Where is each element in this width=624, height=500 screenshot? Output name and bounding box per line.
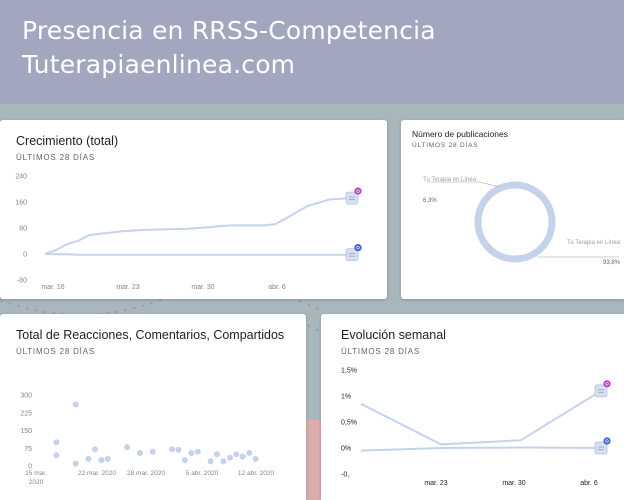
page-header: Presencia en RRSS-Competencia Tuterapiae… bbox=[0, 0, 624, 104]
slice-label-a: Tu Terapia en Línea bbox=[423, 177, 477, 183]
reactions-point bbox=[252, 455, 259, 462]
reactions-point bbox=[85, 455, 92, 462]
reactions-point bbox=[239, 453, 246, 460]
reactions-xtick-year: 2020 bbox=[29, 479, 44, 486]
reactions-point bbox=[72, 401, 79, 408]
reactions-point bbox=[98, 457, 105, 464]
weekly-instagram-icon bbox=[594, 380, 611, 398]
reactions-xtick: 28 mar. 2020 bbox=[127, 470, 165, 477]
posts-card: Número de publicaciones ÚLTIMOS 28 DÍAS … bbox=[401, 120, 624, 299]
posts-donut-chart: Tu Terapia en Línea 6,3% Tu Terapia en L… bbox=[423, 177, 621, 266]
posts-title: Número de publicaciones bbox=[412, 129, 508, 139]
reactions-xtick: 15 mar. bbox=[25, 470, 47, 477]
growth-facebook-icon bbox=[345, 244, 362, 262]
reactions-point bbox=[220, 458, 227, 465]
reactions-point bbox=[214, 451, 220, 458]
reactions-point bbox=[72, 460, 79, 467]
growth-series-instagram bbox=[44, 197, 353, 255]
weekly-series-instagram bbox=[360, 389, 602, 446]
growth-ytick: -80 bbox=[17, 278, 27, 285]
reactions-point bbox=[233, 451, 240, 458]
growth-xtick: abr. 6 bbox=[268, 284, 286, 291]
growth-subtitle: ÚLTIMOS 28 DÍAS bbox=[16, 153, 95, 162]
reactions-point bbox=[175, 446, 182, 453]
reactions-point bbox=[226, 454, 233, 461]
posts-subtitle: ÚLTIMOS 28 DÍAS bbox=[412, 142, 479, 149]
reactions-subtitle: ÚLTIMOS 28 DÍAS bbox=[16, 347, 95, 356]
weekly-facebook-icon bbox=[594, 437, 611, 455]
weekly-ytick: -0, bbox=[341, 472, 349, 479]
weekly-chart: 1,5% 1% 0,5% 0% -0, mar. 23 mar. 30 abr. 6 bbox=[341, 368, 611, 487]
reactions-point bbox=[194, 448, 201, 455]
reactions-point bbox=[136, 450, 143, 456]
reactions-point bbox=[246, 450, 253, 456]
growth-ytick: 160 bbox=[15, 200, 27, 207]
slice-pct-a: 6,3% bbox=[423, 198, 437, 204]
reactions-ytick: 0 bbox=[28, 464, 32, 471]
reactions-point bbox=[207, 458, 214, 465]
reactions-xtick: 5 abr. 2020 bbox=[186, 470, 219, 477]
reactions-point bbox=[169, 446, 176, 453]
weekly-xtick: mar. 30 bbox=[502, 480, 525, 487]
reactions-ytick: 225 bbox=[20, 410, 32, 417]
weekly-xtick: abr. 6 bbox=[580, 480, 598, 487]
weekly-ytick: 0% bbox=[341, 446, 351, 453]
reactions-chart: 300 225 150 75 015 mar. 2020 22 mar. 2020 28 ma… bbox=[20, 393, 275, 487]
reactions-point bbox=[181, 457, 188, 464]
reactions-point bbox=[124, 444, 131, 451]
slice-pct-b: 93,8% bbox=[603, 260, 621, 266]
weekly-ytick: 0,5% bbox=[341, 420, 357, 427]
growth-xtick: mar. 23 bbox=[116, 284, 139, 291]
reactions-point bbox=[188, 450, 195, 456]
reactions-xtick: 22 mar. 2020 bbox=[78, 470, 116, 477]
growth-chart: 240 160 80 0 -80 mar. 16 mar. 23 mar. 30 abr. 6 bbox=[15, 174, 362, 291]
reactions-point bbox=[104, 455, 111, 462]
page-subtitle: Tuterapiaenlinea.com bbox=[22, 50, 296, 79]
slice-label-b: Tu Terapia en Línea bbox=[567, 240, 621, 246]
reactions-title: Total de Reacciones, Comentarios, Compar… bbox=[16, 328, 285, 342]
page-title: Presencia en RRSS-Competencia bbox=[22, 16, 436, 45]
reactions-xtick: 12 abr. 2020 bbox=[238, 470, 275, 477]
weekly-card: Evolución semanal ÚLTIMOS 28 DÍAS 1,5% 1%… bbox=[321, 314, 624, 500]
reactions-ytick: 150 bbox=[20, 428, 32, 435]
weekly-ytick: 1% bbox=[341, 394, 351, 401]
growth-xtick: mar. 16 bbox=[41, 284, 64, 291]
reactions-point bbox=[149, 448, 156, 455]
growth-title: Crecimiento (total) bbox=[16, 134, 119, 148]
growth-ytick: 240 bbox=[15, 174, 27, 181]
reactions-point bbox=[92, 446, 98, 453]
donut-ring bbox=[474, 181, 556, 263]
growth-instagram-icon bbox=[345, 187, 362, 205]
growth-xtick: mar. 30 bbox=[191, 284, 214, 291]
reactions-ytick: 300 bbox=[20, 393, 32, 400]
growth-card: Crecimiento (total) ÚLTIMOS 28 DÍAS 240 1… bbox=[0, 120, 387, 299]
growth-ytick: 0 bbox=[23, 252, 27, 259]
weekly-ytick: 1,5% bbox=[341, 368, 357, 375]
growth-series-facebook bbox=[44, 253, 352, 256]
weekly-xtick: mar. 23 bbox=[424, 480, 447, 487]
reactions-point bbox=[53, 452, 60, 459]
reactions-point bbox=[53, 439, 60, 446]
weekly-series-facebook bbox=[360, 446, 602, 452]
growth-ytick: 80 bbox=[19, 226, 27, 233]
weekly-subtitle: ÚLTIMOS 28 DÍAS bbox=[341, 347, 420, 356]
weekly-title: Evolución semanal bbox=[341, 328, 446, 342]
reactions-ytick: 75 bbox=[24, 446, 32, 453]
reactions-card: Total de Reacciones, Comentarios, Compar… bbox=[0, 314, 306, 500]
